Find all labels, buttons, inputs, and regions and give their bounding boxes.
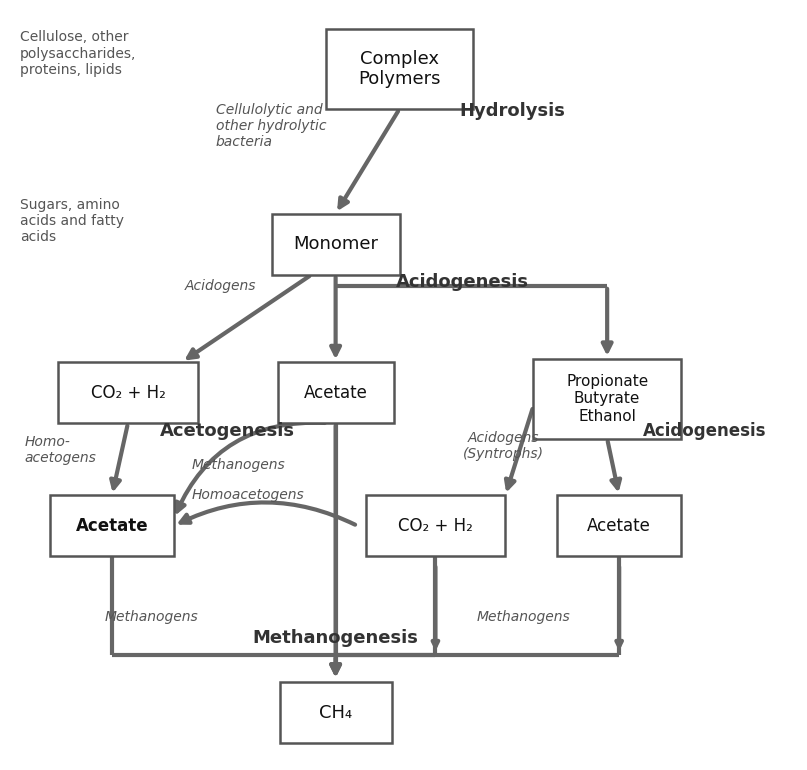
Text: Acetate: Acetate [303,383,367,402]
Text: Cellulose, other
polysaccharides,
proteins, lipids: Cellulose, other polysaccharides, protei… [20,31,136,77]
Text: Acetate: Acetate [76,517,148,535]
FancyBboxPatch shape [278,362,394,423]
Text: Propionate
Butyrate
Ethanol: Propionate Butyrate Ethanol [566,373,648,424]
Text: Hydrolysis: Hydrolysis [459,102,565,120]
Text: CO₂ + H₂: CO₂ + H₂ [398,517,473,535]
Text: Methanogens: Methanogens [192,458,286,472]
Text: Methanogens: Methanogens [105,611,199,624]
Text: Cellulolytic and
other hydrolytic
bacteria: Cellulolytic and other hydrolytic bacter… [215,103,326,149]
FancyBboxPatch shape [280,682,391,743]
Text: Acetate: Acetate [587,517,651,535]
FancyBboxPatch shape [58,362,198,423]
Text: Acidogens: Acidogens [184,279,256,293]
Text: Acidogenesis: Acidogenesis [643,422,767,440]
FancyBboxPatch shape [558,495,681,557]
FancyBboxPatch shape [326,29,474,109]
Text: Homo-
acetogens: Homo- acetogens [24,434,96,465]
FancyBboxPatch shape [272,213,399,275]
FancyBboxPatch shape [533,359,681,439]
Text: Homoacetogens: Homoacetogens [192,488,304,503]
FancyBboxPatch shape [50,495,174,557]
Text: Methanogens: Methanogens [476,611,571,624]
Text: CO₂ + H₂: CO₂ + H₂ [90,383,165,402]
Text: Sugars, amino
acids and fatty
acids: Sugars, amino acids and fatty acids [20,198,124,244]
Text: Acidogenesis: Acidogenesis [395,273,529,291]
Text: CH₄: CH₄ [319,704,352,721]
Text: Monomer: Monomer [293,235,378,253]
Text: Acetogenesis: Acetogenesis [160,422,295,440]
FancyBboxPatch shape [366,495,505,557]
Text: Methanogenesis: Methanogenesis [253,629,419,647]
Text: Acidogens
(Syntrophs): Acidogens (Syntrophs) [463,431,544,461]
Text: Complex
Polymers: Complex Polymers [358,49,441,89]
